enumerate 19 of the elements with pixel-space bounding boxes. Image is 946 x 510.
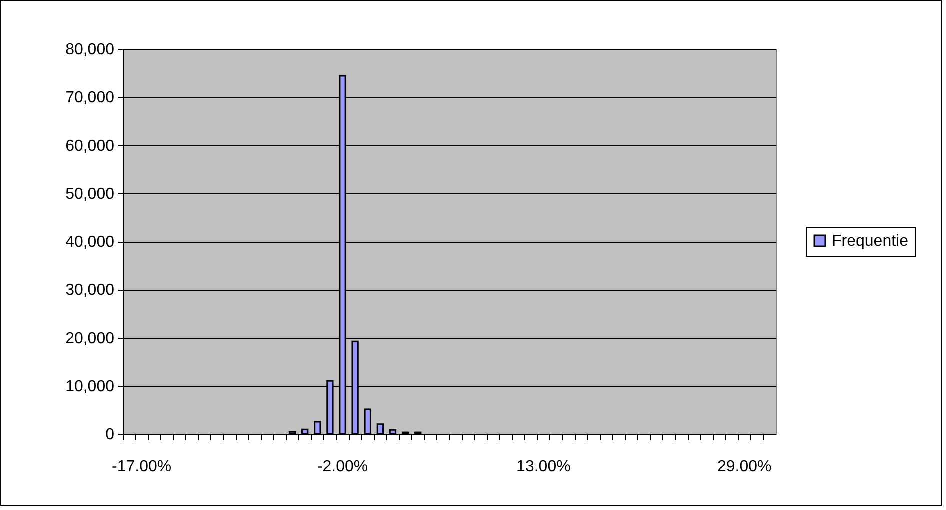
y-tick-label: 70,000 <box>66 90 115 107</box>
y-tick-label: 80,000 <box>66 42 115 58</box>
bar <box>302 428 309 435</box>
bar <box>389 429 397 435</box>
bar <box>364 408 372 435</box>
x-tick-label: 13.00% <box>516 458 571 476</box>
x-tick-label: 29.00% <box>717 458 772 476</box>
y-tick-label: 0 <box>106 426 115 444</box>
y-tick-label: 30,000 <box>66 282 115 300</box>
x-tick-label: -17.00% <box>112 458 172 476</box>
y-tick-label: 60,000 <box>66 138 115 155</box>
x-tick-label: -2.00% <box>317 458 368 476</box>
y-tick-label: 40,000 <box>66 234 115 251</box>
y-tick-label: 50,000 <box>66 186 115 203</box>
bar <box>376 424 384 435</box>
y-tick-label: 10,000 <box>66 378 115 396</box>
bar <box>314 421 322 435</box>
legend-label: Frequentie <box>832 233 909 250</box>
y-tick-label: 20,000 <box>66 330 115 348</box>
